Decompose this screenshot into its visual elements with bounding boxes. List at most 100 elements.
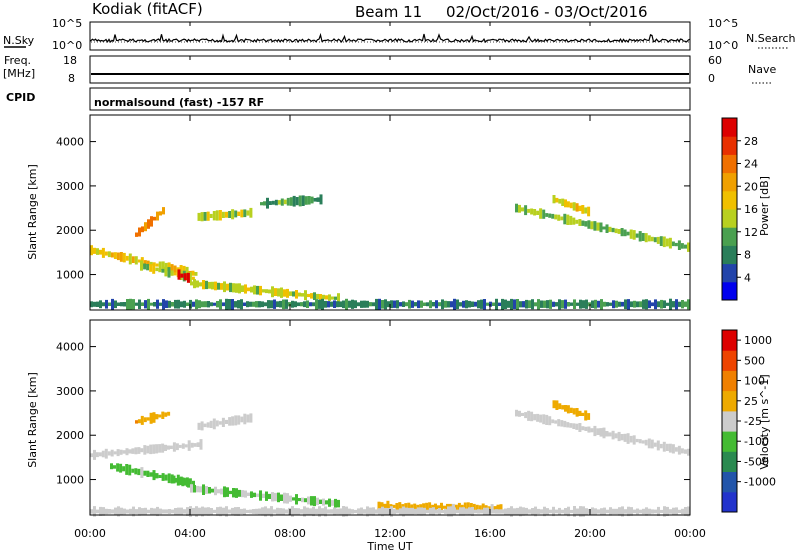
echo-cell-5	[260, 202, 263, 206]
echo-cell-8	[650, 439, 654, 449]
power-y-axis: 4000 3000 2000 1000	[56, 136, 690, 282]
colorbar-swatch-0	[722, 281, 737, 301]
echo-cell-9	[561, 198, 565, 206]
y-tick-label-3: 1000	[56, 269, 84, 282]
echo-cell-7	[642, 299, 645, 309]
echo-cell-7	[630, 301, 633, 308]
echo-cell-4	[243, 413, 247, 425]
echo-cell-8	[674, 447, 678, 452]
echo-cell-7	[210, 508, 213, 515]
echo-cell-1	[135, 420, 138, 424]
echo-cell-7	[123, 508, 126, 515]
echo-cell-6	[434, 503, 437, 511]
echo-cell-8	[656, 236, 660, 244]
echo-cell-1	[143, 417, 147, 423]
echo-cell-5	[266, 197, 269, 209]
echo-cell-7	[687, 299, 690, 310]
echo-cell-5	[298, 498, 301, 502]
echo-cell-7	[426, 509, 429, 514]
echo-cell-7	[576, 302, 579, 306]
echo-cell-8	[668, 237, 672, 249]
echo-cell-7	[483, 299, 486, 310]
echo-cell-7	[213, 302, 216, 306]
echo-cell-7	[582, 506, 585, 517]
echo-cell-7	[552, 506, 555, 517]
echo-cell-7	[567, 302, 570, 307]
echo-cell-7	[261, 507, 264, 516]
echo-cell-7	[606, 302, 609, 307]
x-tick-label-6: 00:00	[674, 527, 706, 540]
y-tick-label-2: 2000	[56, 429, 84, 442]
echo-cell-9	[558, 198, 562, 204]
echo-cell-7	[228, 299, 231, 310]
echo-cell-8	[605, 431, 609, 437]
echo-cell-0	[187, 440, 191, 451]
echo-cell-7	[342, 506, 345, 517]
echo-cell-7	[207, 301, 210, 308]
echo-cell-7	[651, 509, 654, 514]
echo-cell-7	[168, 300, 171, 308]
echo-cell-7	[246, 509, 249, 513]
echo-cell-7	[153, 508, 156, 515]
echo-cell-8	[650, 236, 654, 242]
echo-cell-8	[521, 207, 524, 212]
nsky-tick-top: 10^5	[52, 17, 82, 30]
echo-cell-7	[237, 507, 240, 516]
colorbar-tick-label-2: 100	[744, 375, 765, 388]
echo-cell-7	[201, 301, 204, 308]
echo-cell-6	[307, 293, 310, 298]
echo-cell-5	[235, 488, 238, 498]
echo-cell-7	[423, 302, 426, 306]
echo-cell-7	[282, 299, 285, 310]
x-tick-label-4: 16:00	[474, 527, 506, 540]
colorbar-swatch-2	[722, 451, 737, 472]
echo-cell-7	[399, 508, 402, 515]
echo-cell-7	[162, 509, 165, 514]
echo-cell-7	[516, 299, 519, 310]
echo-cell-0	[99, 249, 102, 255]
echo-cell-4	[215, 420, 219, 427]
echo-cell-7	[573, 506, 576, 517]
echo-cell-7	[549, 509, 552, 514]
echo-cell-8	[623, 433, 627, 442]
echo-cell-8	[557, 214, 561, 221]
echo-cell-7	[642, 508, 645, 515]
echo-cell-7	[363, 300, 366, 308]
echo-cell-7	[354, 509, 357, 514]
x-tick-label-5: 20:00	[574, 527, 606, 540]
echo-cell-7	[438, 302, 441, 307]
echo-cell-6	[428, 502, 432, 512]
echo-cell-7	[351, 299, 354, 309]
echo-cell-7	[618, 507, 621, 516]
echo-cell-0	[122, 252, 126, 263]
echo-cell-7	[150, 507, 153, 515]
echo-cell-7	[525, 507, 528, 516]
echo-cell-2	[170, 474, 174, 484]
echo-cell-2	[152, 470, 156, 481]
echo-cell-7	[456, 509, 459, 514]
echo-cell-6	[490, 504, 494, 513]
echo-cell-7	[444, 300, 447, 308]
echo-cell-7	[558, 299, 561, 310]
echo-cell-7	[402, 506, 405, 517]
echo-cell-7	[546, 508, 549, 515]
echo-cell-0	[199, 439, 203, 450]
echo-cell-7	[513, 299, 516, 309]
echo-cell-7	[480, 509, 483, 514]
echo-cell-7	[468, 300, 471, 308]
echo-cell-0	[93, 449, 96, 460]
echo-cell-0	[146, 445, 150, 454]
echo-cell-8	[687, 448, 690, 456]
echo-cell-6	[454, 504, 458, 511]
echo-cell-7	[522, 301, 525, 308]
echo-cell-7	[294, 508, 297, 515]
colorbar-swatch-5	[722, 190, 737, 210]
echo-cell-7	[201, 506, 204, 517]
echo-cell-7	[309, 508, 312, 515]
echo-cell-7	[186, 302, 189, 306]
echo-cell-6	[277, 288, 280, 297]
echo-cell-7	[111, 509, 114, 514]
echo-cell-9	[587, 413, 591, 420]
echo-cell-6	[395, 503, 399, 510]
echo-cell-2	[158, 474, 162, 478]
